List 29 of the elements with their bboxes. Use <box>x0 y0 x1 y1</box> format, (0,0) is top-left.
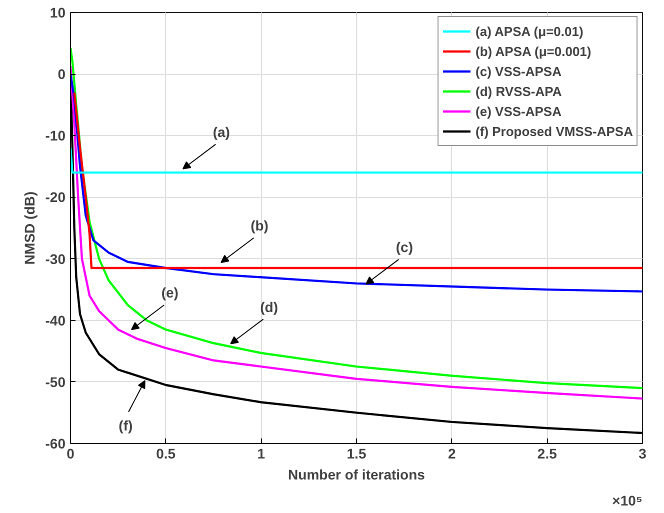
y-tick-label: -20 <box>45 189 66 206</box>
legend-label: (e) VSS-APSA <box>476 104 562 118</box>
y-tick-label: -30 <box>45 250 66 267</box>
annotation: (a) <box>212 124 230 140</box>
legend-label: (a) APSA (μ=0.01) <box>476 24 584 38</box>
x-tick-label: 1 <box>257 446 266 462</box>
y-tick-label: 10 <box>50 4 66 20</box>
legend-label: (b) APSA (μ=0.001) <box>476 44 592 58</box>
annotation: (f) <box>118 417 133 434</box>
y-axis-title: NMSD (dB) <box>21 191 38 265</box>
x-axis-title: Number of iterations <box>288 466 426 482</box>
y-tick-label: -60 <box>45 436 66 452</box>
y-tick-label: -50 <box>45 374 66 390</box>
annotation: (e) <box>161 284 178 301</box>
y-tick-label: 0 <box>58 66 66 82</box>
annotation: (d) <box>260 298 278 315</box>
legend-label: (f) Proposed VMSS-APSA <box>476 124 633 138</box>
legend-label: (c) VSS-APSA <box>476 64 562 78</box>
x-tick-label: 2 <box>448 446 456 462</box>
text: ×10⁵ <box>612 492 643 508</box>
annotation: (b) <box>250 218 268 234</box>
x-tick-label: 1.5 <box>346 446 366 462</box>
x-tick-label: 0.5 <box>156 446 176 462</box>
legend-label: (d) RVSS-APA <box>476 84 562 98</box>
x-tick-label: 2.5 <box>537 446 558 462</box>
y-tick-label: -40 <box>45 312 66 328</box>
x-tick-label: 3 <box>638 446 647 462</box>
y-tick-label: -10 <box>45 128 66 144</box>
annotation: (c) <box>396 239 413 256</box>
